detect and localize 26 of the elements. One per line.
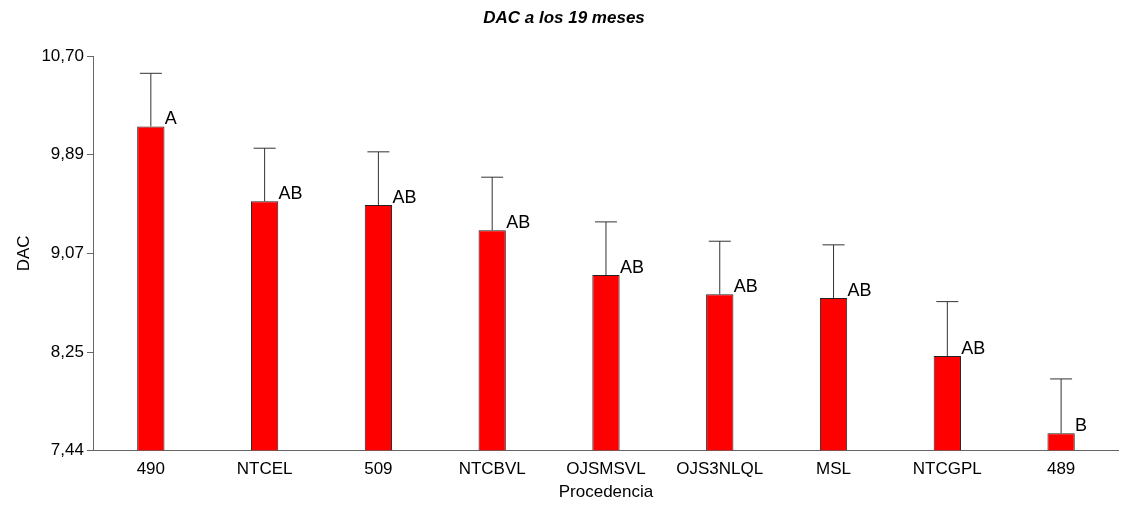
x-tick-label: 509 xyxy=(364,459,393,479)
x-tick-label: MSL xyxy=(816,459,852,479)
x-tick-label: 489 xyxy=(1046,459,1076,479)
chart-title: DAC a los 19 meses xyxy=(483,7,645,27)
x-tick-label: NTCBVL xyxy=(458,459,526,479)
x-tick-label: 490 xyxy=(136,459,166,479)
y-tick-label: 7,44 xyxy=(50,439,84,459)
data-label: B xyxy=(1075,415,1088,436)
data-label: AB xyxy=(392,186,417,207)
data-label: AB xyxy=(278,183,303,204)
y-tick-label: 9,07 xyxy=(50,242,84,262)
y-tick-label: 8,25 xyxy=(50,342,84,362)
data-label: AB xyxy=(733,276,758,297)
data-label: AB xyxy=(506,212,531,233)
y-tick-label: 9,89 xyxy=(50,143,84,163)
data-label: AB xyxy=(847,279,872,300)
data-label: A xyxy=(164,108,177,129)
x-tick-label: OJS3NLQL xyxy=(676,459,764,479)
data-label: AB xyxy=(961,337,986,358)
x-tick-label: NTCEL xyxy=(236,459,293,479)
x-axis-title: Procedencia xyxy=(558,482,654,502)
x-tick-label: NTCGPL xyxy=(912,459,982,479)
y-axis-title: DAC xyxy=(13,235,33,272)
data-label: AB xyxy=(619,257,644,278)
y-tick-label: 10,70 xyxy=(41,46,84,66)
x-tick-label: OJSMSVL xyxy=(566,459,646,479)
